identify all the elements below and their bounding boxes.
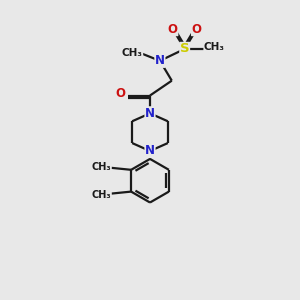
Text: S: S <box>180 42 190 56</box>
Text: CH₃: CH₃ <box>92 190 111 200</box>
Text: N: N <box>155 54 165 67</box>
Text: CH₃: CH₃ <box>92 162 111 172</box>
Text: O: O <box>192 22 202 36</box>
Text: O: O <box>115 87 125 100</box>
Text: CH₃: CH₃ <box>204 42 225 52</box>
Text: N: N <box>145 107 155 120</box>
Text: O: O <box>168 22 178 36</box>
Text: CH₃: CH₃ <box>122 48 143 58</box>
Text: N: N <box>145 145 155 158</box>
